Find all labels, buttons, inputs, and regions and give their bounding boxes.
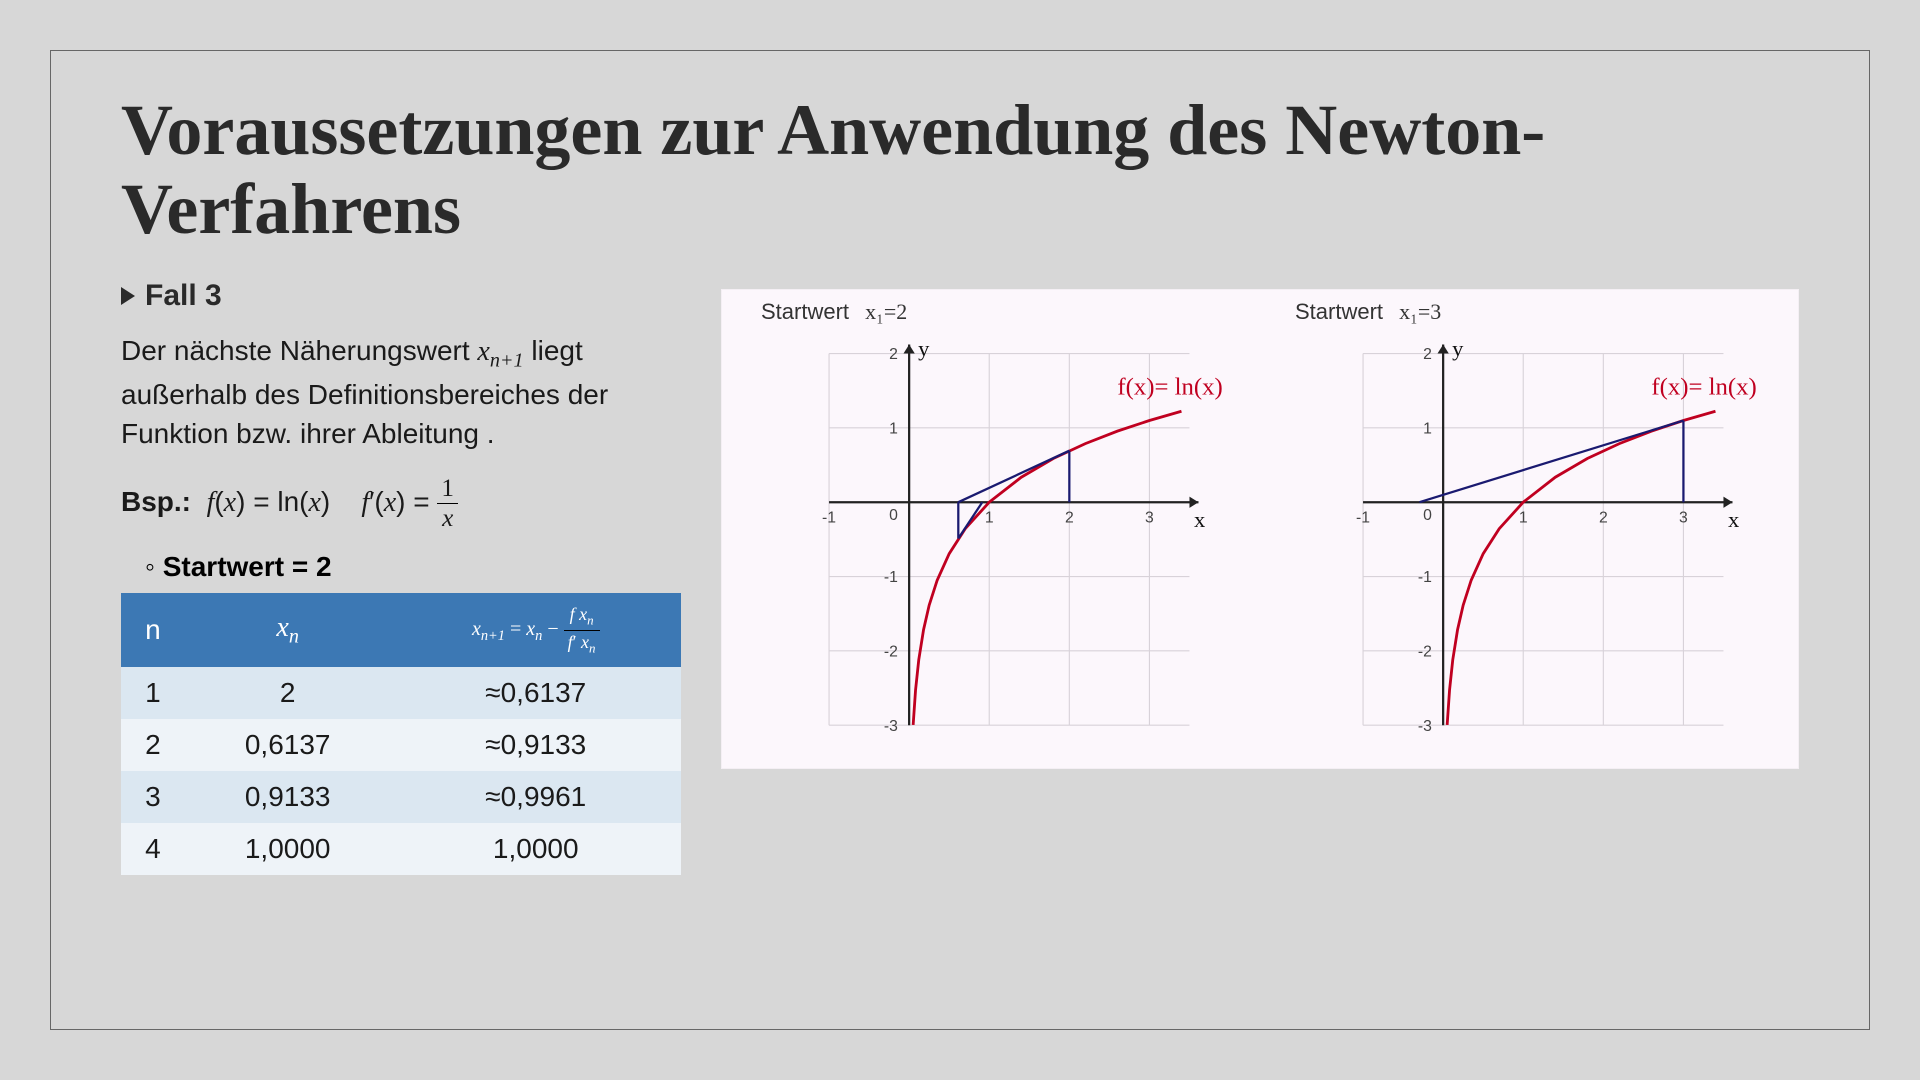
plot-right: Startwert x₁=3 -1 1 2 3 -3 -2 -1 1 2 0 x y f(x)= ln(… <box>1265 299 1799 759</box>
plots-panel: Startwert x₁=2 -1 1 2 3 -3 -2 -1 1 2 0 x y f(x)= ln(… <box>721 289 1799 769</box>
table-row: 12≈0,6137 <box>121 667 681 719</box>
table-cell: 3 <box>121 771 185 823</box>
plot-left: Startwert x₁=2 -1 1 2 3 -3 -2 -1 1 2 0 x y f(x)= ln(… <box>731 299 1265 759</box>
table-cell: 2 <box>121 719 185 771</box>
table-row: 30,9133≈0,9961 <box>121 771 681 823</box>
svg-text:y: y <box>1452 336 1464 361</box>
svg-text:-1: -1 <box>884 570 898 587</box>
chevron-icon <box>121 287 135 305</box>
svg-text:y: y <box>918 336 930 361</box>
svg-text:-1: -1 <box>1356 510 1370 527</box>
table-cell: 1,0000 <box>390 823 681 875</box>
plot-right-svg: -1 1 2 3 -3 -2 -1 1 2 0 x y f(x)= ln(x) <box>1265 331 1799 759</box>
plot-left-title: Startwert x₁=2 <box>761 299 1265 325</box>
svg-text:1: 1 <box>1423 421 1432 438</box>
table-row: 20,6137≈0,9133 <box>121 719 681 771</box>
svg-text:1: 1 <box>889 421 898 438</box>
svg-text:3: 3 <box>1145 510 1154 527</box>
svg-text:-3: -3 <box>884 718 898 735</box>
svg-text:-1: -1 <box>822 510 836 527</box>
svg-text:3: 3 <box>1679 510 1688 527</box>
svg-text:2: 2 <box>1423 347 1432 364</box>
svg-text:x: x <box>1194 507 1205 532</box>
table-cell: ≈0,9133 <box>390 719 681 771</box>
svg-text:-2: -2 <box>1418 644 1432 661</box>
table-cell: 0,6137 <box>185 719 391 771</box>
plot-left-svg: -1 1 2 3 -3 -2 -1 1 2 0 x y f(x)= ln(x) <box>731 331 1265 759</box>
startwert-label: Startwert = 2 <box>145 551 681 583</box>
table-cell: 1,0000 <box>185 823 391 875</box>
left-column: Fall 3 Der nächste Näherungswert xn+1 li… <box>121 279 681 875</box>
table-row: 41,00001,0000 <box>121 823 681 875</box>
svg-text:2: 2 <box>1599 510 1608 527</box>
iteration-table: n xn xn+1 = xn − f xn f′ xn <box>121 593 681 875</box>
svg-text:2: 2 <box>1065 510 1074 527</box>
svg-text:x: x <box>1728 507 1739 532</box>
table-cell: ≈0,6137 <box>390 667 681 719</box>
col-n: n <box>121 593 185 667</box>
col-xn: xn <box>185 593 391 667</box>
plot-right-title: Startwert x₁=3 <box>1295 299 1799 325</box>
table-cell: 4 <box>121 823 185 875</box>
page-title: Voraussetzungen zur Anwendung des Newton… <box>121 91 1799 249</box>
table-body: 12≈0,613720,6137≈0,913330,9133≈0,996141,… <box>121 667 681 875</box>
table-cell: ≈0,9961 <box>390 771 681 823</box>
example-formula: Bsp.: f(x) = ln(x) f′(x) = 1x <box>121 476 681 531</box>
case-label: Fall 3 <box>145 279 222 313</box>
svg-text:0: 0 <box>889 508 898 525</box>
case-bullet: Fall 3 <box>121 279 681 313</box>
content-row: Fall 3 Der nächste Näherungswert xn+1 li… <box>121 279 1799 875</box>
svg-text:0: 0 <box>1423 508 1432 525</box>
svg-text:-2: -2 <box>884 644 898 661</box>
svg-text:1: 1 <box>1519 510 1528 527</box>
table-cell: 1 <box>121 667 185 719</box>
svg-text:f(x)= ln(x): f(x)= ln(x) <box>1651 374 1756 401</box>
svg-text:-1: -1 <box>1418 570 1432 587</box>
svg-text:-3: -3 <box>1418 718 1432 735</box>
right-column: Startwert x₁=2 -1 1 2 3 -3 -2 -1 1 2 0 x y f(x)= ln(… <box>721 289 1799 875</box>
table-cell: 2 <box>185 667 391 719</box>
col-formula: xn+1 = xn − f xn f′ xn <box>390 593 681 667</box>
svg-text:1: 1 <box>985 510 994 527</box>
slide-frame: Voraussetzungen zur Anwendung des Newton… <box>50 50 1870 1030</box>
table-cell: 0,9133 <box>185 771 391 823</box>
description-text: Der nächste Näherungswert xn+1 liegt auß… <box>121 331 681 453</box>
svg-text:2: 2 <box>889 347 898 364</box>
svg-text:f(x)= ln(x): f(x)= ln(x) <box>1117 374 1222 401</box>
